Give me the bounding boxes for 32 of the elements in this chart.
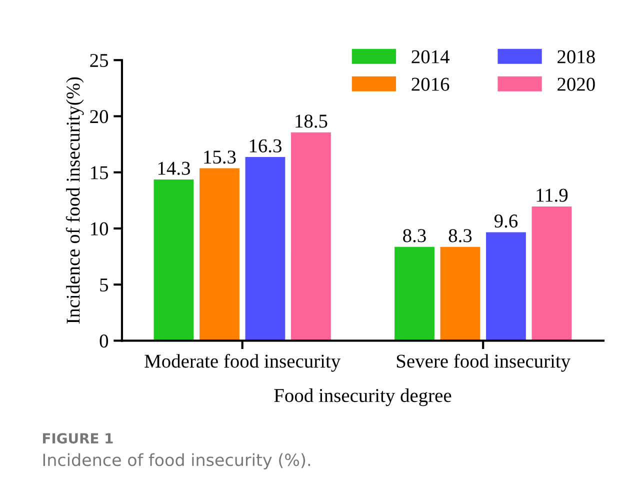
y-tick-label: 0: [100, 334, 108, 348]
y-tick-label: 10: [91, 222, 108, 236]
y-tick-label: 20: [90, 110, 108, 124]
bar: [200, 168, 240, 341]
data-label: 8.3: [448, 229, 472, 242]
data-label: 14.3: [158, 162, 190, 175]
x-axis-title: Food insecurity degree: [274, 388, 452, 406]
data-label: 9.6: [494, 214, 518, 228]
legend-label: 2020: [558, 78, 595, 91]
data-label: 8.3: [403, 229, 426, 242]
data-label: 15.3: [204, 150, 236, 164]
caption: FIGURE 1: [43, 433, 113, 444]
bar: [394, 246, 434, 341]
data-label: 11.9: [536, 188, 568, 202]
x-tick-label: Moderate food insecurity: [144, 354, 341, 372]
bar: [440, 246, 480, 341]
y-tick-label: 25: [90, 54, 108, 68]
text: Incidence of food insecurity (%).: [43, 453, 310, 470]
data-label: 18.5: [296, 114, 328, 128]
bar: [245, 157, 286, 341]
y-tick-label: 15: [91, 166, 108, 180]
bar: [532, 206, 572, 341]
data-label: 16.3: [250, 139, 282, 152]
legend-label: 2014: [412, 50, 450, 64]
legend-label: 2018: [558, 50, 595, 64]
bar: [486, 232, 526, 341]
x-tick-label: Severe food insecurity: [396, 354, 570, 372]
bar: [291, 132, 331, 341]
y-tick-label: 5: [100, 278, 108, 292]
bar: [154, 180, 194, 341]
legend-label: 2016: [412, 78, 450, 91]
y-axis-title: Incidence of food insecurity(%): [66, 77, 84, 324]
